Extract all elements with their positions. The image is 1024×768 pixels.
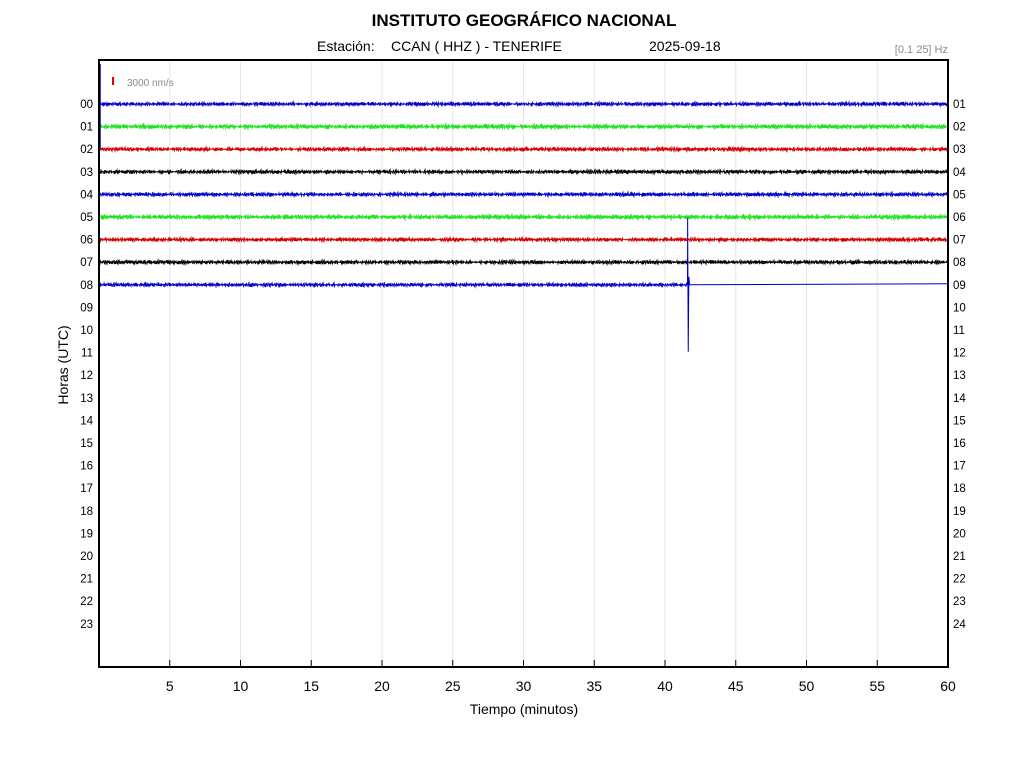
x-tick-label: 30 bbox=[516, 678, 532, 694]
hour-label-left: 22 bbox=[80, 596, 93, 608]
hour-label-left: 06 bbox=[80, 235, 93, 247]
trace-hour-00 bbox=[98, 99, 949, 108]
hour-label-right: 06 bbox=[953, 212, 966, 224]
trace-hour-07 bbox=[98, 258, 949, 267]
hour-label-right: 03 bbox=[953, 144, 966, 156]
trace-hour-08 bbox=[98, 217, 949, 352]
filter-band: [0.1 25] Hz bbox=[895, 44, 948, 56]
hour-label-left: 23 bbox=[80, 619, 93, 631]
hour-label-left: 09 bbox=[80, 302, 93, 314]
x-tick-label: 35 bbox=[586, 678, 602, 694]
hour-label-right: 02 bbox=[953, 122, 966, 134]
hour-label-left: 16 bbox=[80, 461, 93, 473]
x-tick-label: 20 bbox=[374, 678, 390, 694]
hour-label-right: 05 bbox=[953, 189, 966, 201]
hour-label-left: 02 bbox=[80, 144, 93, 156]
hour-label-right: 13 bbox=[953, 370, 966, 382]
hour-label-left: 08 bbox=[80, 280, 93, 292]
hour-label-right: 16 bbox=[953, 438, 966, 450]
hour-label-left: 01 bbox=[80, 122, 93, 134]
hour-label-left: 13 bbox=[80, 393, 93, 405]
hour-label-left: 17 bbox=[80, 483, 93, 495]
x-tick-label: 10 bbox=[233, 678, 249, 694]
station-name: CCAN ( HHZ ) - TENERIFE bbox=[391, 38, 562, 54]
x-tick-label: 25 bbox=[445, 678, 461, 694]
trace-hour-05 bbox=[98, 212, 949, 222]
hour-label-left: 14 bbox=[80, 415, 93, 427]
hour-label-left: 00 bbox=[80, 99, 93, 111]
x-tick-label: 40 bbox=[657, 678, 673, 694]
hour-label-left: 03 bbox=[80, 167, 93, 179]
hour-label-left: 11 bbox=[81, 348, 93, 360]
hour-label-right: 07 bbox=[953, 235, 966, 247]
hour-label-left: 05 bbox=[80, 212, 93, 224]
x-tick-label: 60 bbox=[940, 678, 956, 694]
hour-label-right: 19 bbox=[953, 506, 966, 518]
hour-label-right: 20 bbox=[953, 528, 966, 540]
trace-hour-01 bbox=[98, 122, 949, 131]
trace-group bbox=[98, 64, 949, 352]
trace-hour-03 bbox=[98, 167, 949, 176]
chart-title: INSTITUTO GEOGRÁFICO NACIONAL bbox=[372, 11, 677, 30]
hour-labels-left: 00 01 02 03 04 05 06 07 08 09 10 11 12 13 14 15 16 17 18 19… bbox=[80, 99, 93, 631]
record-date: 2025-09-18 bbox=[649, 38, 721, 54]
x-tick-label: 45 bbox=[728, 678, 744, 694]
hour-labels-right: 01 02 03 04 05 06 07 08 09 10 11 12 13 14 15 16 17 18 19 20… bbox=[953, 99, 966, 631]
hour-label-right: 10 bbox=[953, 302, 966, 314]
hour-label-right: 04 bbox=[953, 167, 966, 179]
hour-label-left: 21 bbox=[80, 574, 93, 586]
hour-label-right: 22 bbox=[953, 574, 966, 586]
hour-label-left: 04 bbox=[80, 189, 93, 201]
y-axis-label: Horas (UTC) bbox=[55, 325, 71, 404]
x-axis-ticks: 5 10 15 20 25 30 35 40 45 50 55 60 bbox=[166, 660, 956, 694]
x-tick-label: 15 bbox=[303, 678, 319, 694]
amplitude-scale-bar bbox=[112, 77, 114, 85]
trace-hour-02 bbox=[99, 145, 949, 154]
hour-label-right: 18 bbox=[953, 483, 966, 495]
trace-hour-06 bbox=[98, 235, 949, 244]
x-tick-label: 55 bbox=[869, 678, 885, 694]
hour-label-left: 19 bbox=[80, 528, 93, 540]
hour-label-left: 15 bbox=[80, 438, 93, 450]
hour-label-right: 23 bbox=[953, 596, 966, 608]
station-prefix: Estación: bbox=[317, 38, 375, 54]
hour-label-right: 15 bbox=[953, 415, 966, 427]
x-tick-label: 5 bbox=[166, 678, 174, 694]
hour-label-right: 01 bbox=[953, 99, 966, 111]
hour-label-right: 11 bbox=[953, 325, 965, 337]
hour-label-left: 10 bbox=[80, 325, 93, 337]
x-axis-label: Tiempo (minutos) bbox=[470, 701, 578, 717]
hour-label-right: 21 bbox=[953, 551, 966, 563]
hour-label-right: 09 bbox=[953, 280, 966, 292]
hour-label-right: 17 bbox=[953, 461, 966, 473]
x-tick-label: 50 bbox=[799, 678, 815, 694]
hour-label-right: 12 bbox=[953, 348, 966, 360]
trace-hour-04 bbox=[98, 190, 949, 199]
hour-label-right: 24 bbox=[953, 619, 966, 631]
hour-label-left: 07 bbox=[80, 257, 93, 269]
hour-label-left: 18 bbox=[80, 506, 93, 518]
hour-label-right: 14 bbox=[953, 393, 966, 405]
hour-label-right: 08 bbox=[953, 257, 966, 269]
hour-label-left: 12 bbox=[80, 370, 93, 382]
hour-label-left: 20 bbox=[80, 551, 93, 563]
vertical-grid bbox=[169, 60, 878, 667]
amplitude-scale-label: 3000 nm/s bbox=[127, 78, 174, 89]
